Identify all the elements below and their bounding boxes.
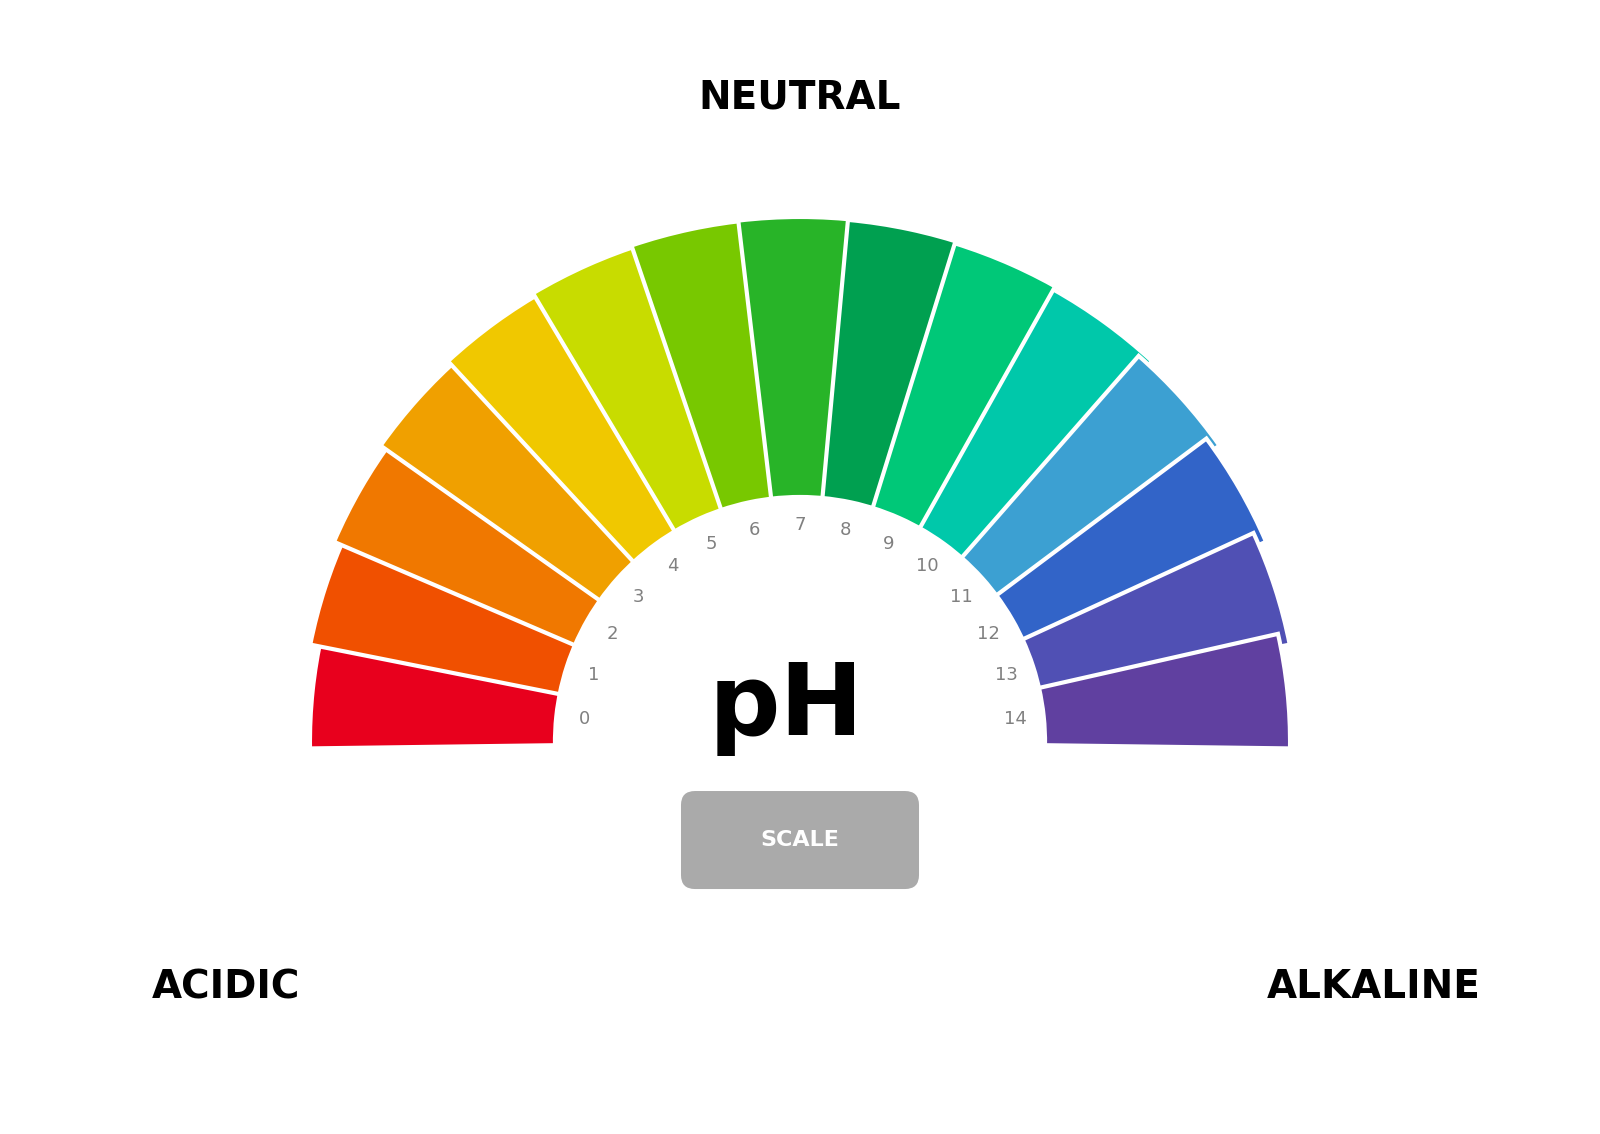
Text: 11: 11 [950,587,973,606]
Wedge shape [381,356,638,601]
Text: 13: 13 [995,666,1018,684]
Text: ACIDIC: ACIDIC [152,968,301,1006]
Text: 3: 3 [634,587,645,606]
Wedge shape [310,533,578,694]
Wedge shape [822,220,968,510]
Text: 5: 5 [706,535,717,552]
Text: NEUTRAL: NEUTRAL [699,79,901,117]
Text: 1: 1 [587,666,600,684]
Text: 6: 6 [749,521,760,539]
Text: 10: 10 [917,558,939,575]
Wedge shape [448,289,680,562]
Wedge shape [920,289,1152,562]
Text: 2: 2 [606,625,618,643]
Text: 14: 14 [1005,710,1027,728]
Text: SCALE: SCALE [760,830,840,850]
Text: 9: 9 [883,535,894,552]
Wedge shape [632,220,778,510]
Wedge shape [1022,533,1290,694]
Wedge shape [997,439,1266,645]
Wedge shape [962,356,1219,601]
Text: 0: 0 [579,710,590,728]
Text: ALKALINE: ALKALINE [1267,968,1482,1006]
Wedge shape [310,634,562,748]
Text: 12: 12 [976,625,1000,643]
Text: 8: 8 [840,521,851,539]
Wedge shape [738,217,862,499]
Text: 7: 7 [794,516,806,534]
Text: 4: 4 [667,558,678,575]
Wedge shape [334,439,603,645]
Wedge shape [533,244,728,532]
FancyBboxPatch shape [682,792,918,889]
Wedge shape [1038,634,1290,748]
Text: pH: pH [709,659,864,755]
Wedge shape [872,244,1067,532]
